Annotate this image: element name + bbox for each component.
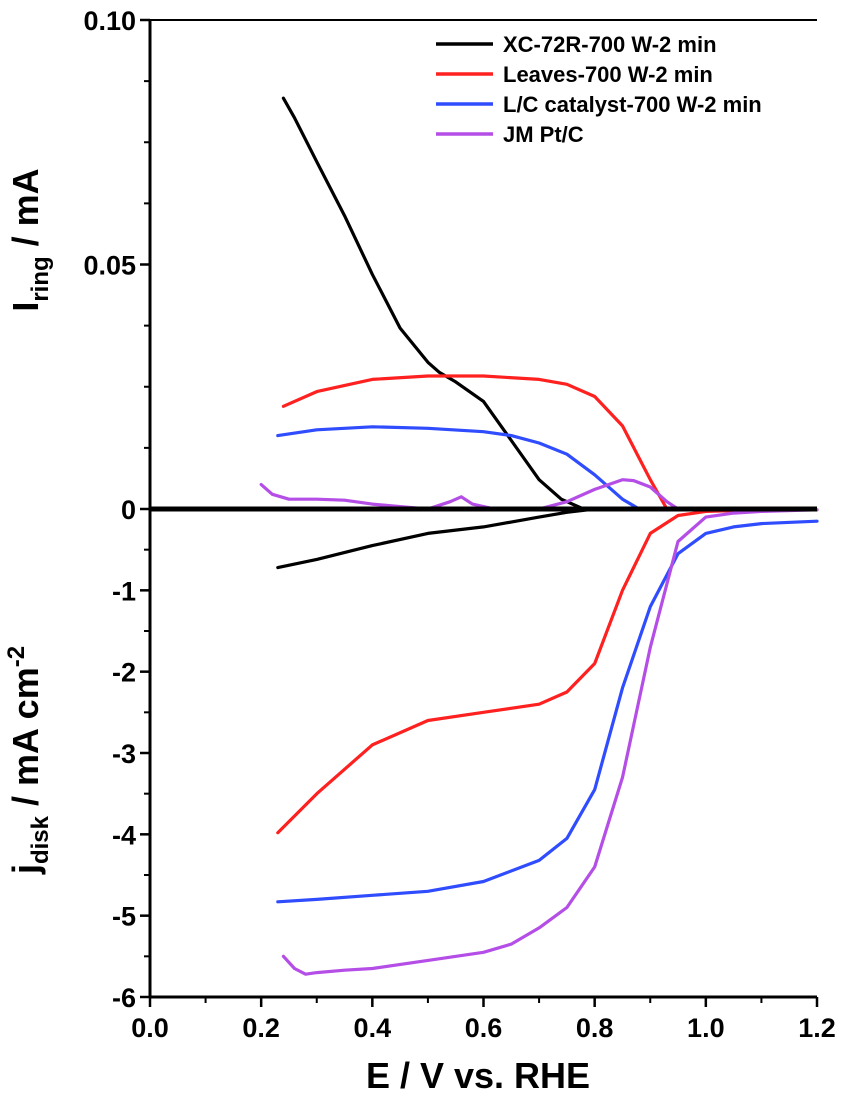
ring-y-tick-label: 0.10 — [83, 6, 136, 36]
axes-group — [140, 18, 819, 1007]
ring-y-axis-title-main: I — [5, 302, 46, 312]
legend-label-l-c-catalyst-700-w-2-min: L/C catalyst-700 W-2 min — [503, 92, 762, 117]
ring-series-l-c-catalyst-700-w-2-min — [276, 425, 641, 511]
x-tick-label: 0.2 — [242, 1013, 280, 1043]
disk-series-group — [276, 507, 819, 976]
ring-series-jm-pt-c — [259, 478, 680, 511]
disk-y-axis-title-sup: -2 — [3, 646, 30, 667]
x-tick-label: 1.0 — [687, 1013, 725, 1043]
x-tick-label: 0.4 — [354, 1013, 392, 1043]
ring-y-axis-title: Iring / mA — [5, 168, 54, 311]
disk-y-tick-label: -6 — [112, 983, 136, 1013]
ring-y-axis-title-sub: ring — [27, 256, 54, 301]
ring-series-leaves-700-w-2-min — [281, 374, 669, 511]
x-tick-label: 0.0 — [131, 1013, 169, 1043]
ring-y-axis-title-rest: / mA — [5, 168, 46, 256]
disk-y-axis-title-sub: disk — [27, 815, 54, 864]
disk-y-tick-label: -2 — [112, 658, 136, 688]
disk-series-xc-72r-700-w-2-min — [276, 507, 597, 570]
tick-labels-group: 0.0 0.2 0.4 0.6 0.8 1.0 1.2 0.10 0.05 0 -1 -2 -3 -4 -5… — [83, 6, 835, 1043]
ring-series-group — [259, 96, 680, 511]
x-tick-label: 1.2 — [798, 1013, 836, 1043]
ring-y-tick-label: 0.05 — [83, 251, 136, 281]
x-axis-title: E / V vs. RHE — [366, 1055, 590, 1096]
disk-series-l-c-catalyst-700-w-2-min — [276, 519, 819, 904]
legend-label-xc-72r-700-w-2-min: XC-72R-700 W-2 min — [503, 32, 717, 57]
disk-series-jm-pt-c — [281, 508, 819, 976]
disk-y-axis-title: jdisk / mA cm-2 — [3, 646, 54, 875]
x-tick-label: 0.6 — [465, 1013, 503, 1043]
ring-y-tick-label: 0 — [121, 495, 136, 525]
disk-y-axis-title-rest: / mA cm — [5, 667, 46, 816]
legend: XC-72R-700 W-2 min Leaves-700 W-2 min L/C … — [436, 32, 762, 147]
disk-series-leaves-700-w-2-min — [276, 508, 819, 835]
disk-y-axis-title-main: j — [5, 864, 46, 875]
disk-y-tick-label: -3 — [112, 739, 136, 769]
legend-label-jm-pt-c: JM Pt/C — [503, 122, 584, 147]
disk-y-tick-label: -1 — [112, 576, 136, 606]
ring-series-xc-72r-700-w-2-min — [281, 96, 586, 511]
disk-y-tick-label: -4 — [112, 820, 136, 850]
disk-y-tick-label: -5 — [112, 902, 136, 932]
legend-label-leaves-700-w-2-min: Leaves-700 W-2 min — [503, 62, 713, 87]
x-tick-label: 0.8 — [576, 1013, 614, 1043]
